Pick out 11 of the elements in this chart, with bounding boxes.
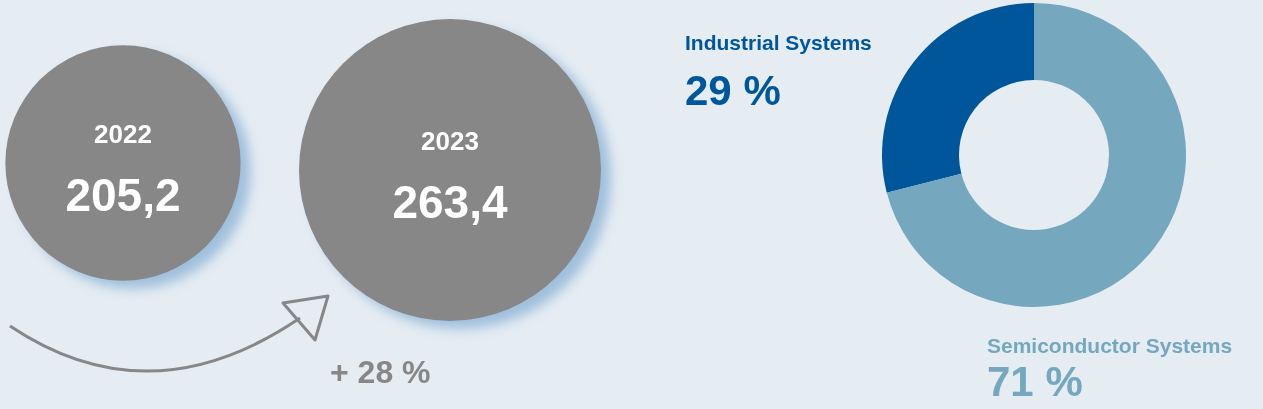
slice-label: Industrial Systems [685,31,872,54]
category-label: 2022 [94,119,152,149]
data-label: 29 % [685,67,781,114]
data-label: 71 % [987,358,1083,405]
text: + 28 % [330,354,431,390]
data-label: 205,2 [65,169,181,221]
slice-label: Semiconductor Systems [987,334,1233,357]
donut-slice [886,3,1186,307]
donut-slice [882,3,1034,193]
data-label: 263,4 [392,176,508,228]
category-label: 2023 [421,126,479,156]
